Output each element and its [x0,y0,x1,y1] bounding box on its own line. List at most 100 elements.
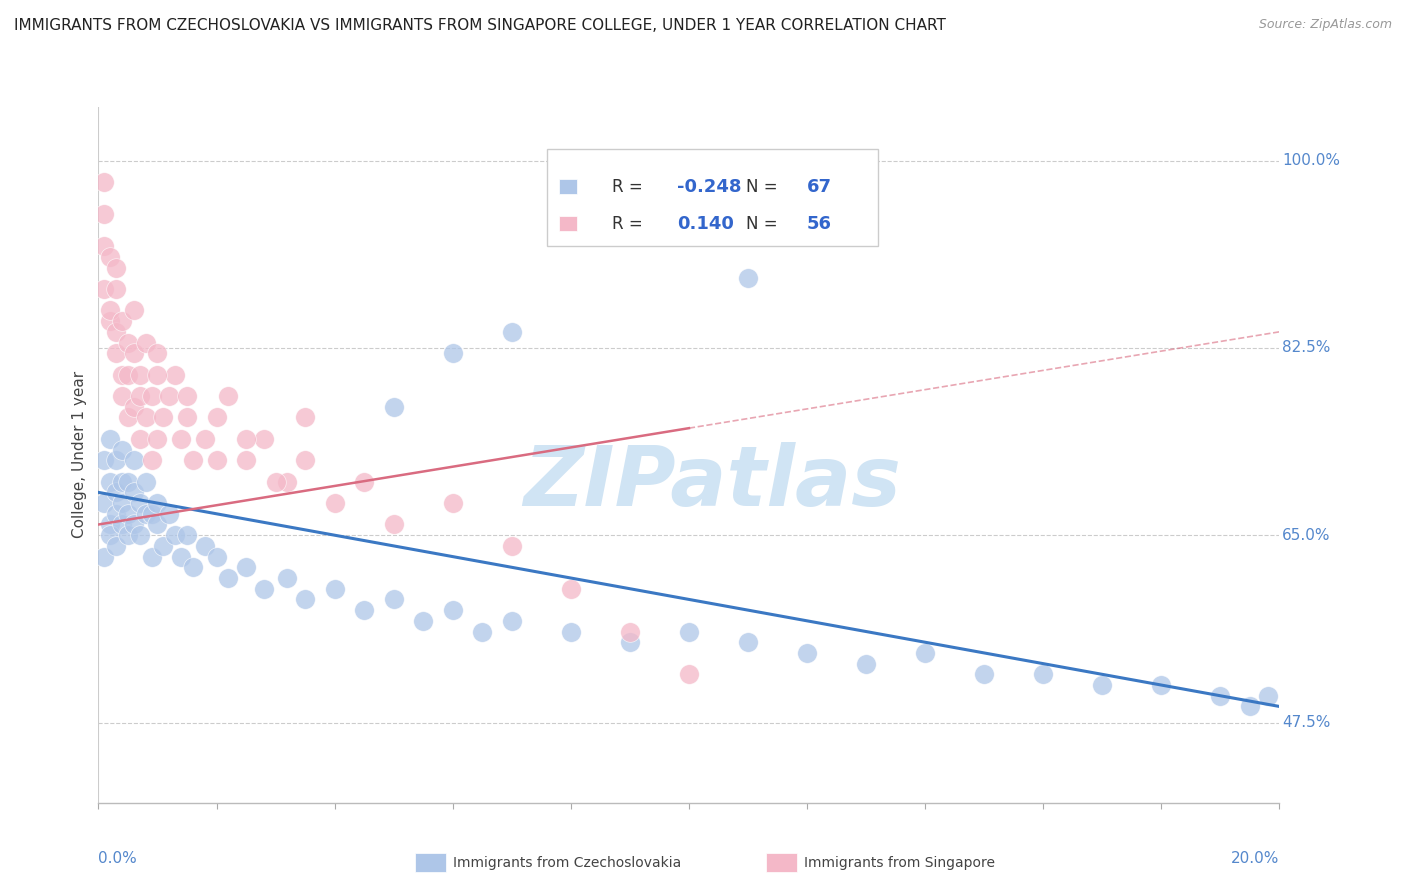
Text: IMMIGRANTS FROM CZECHOSLOVAKIA VS IMMIGRANTS FROM SINGAPORE COLLEGE, UNDER 1 YEA: IMMIGRANTS FROM CZECHOSLOVAKIA VS IMMIGR… [14,18,946,33]
Point [501,614,523,628]
Point [619,624,641,639]
Point [93,239,115,253]
Text: 0.140: 0.140 [678,215,734,233]
Text: Source: ZipAtlas.com: Source: ZipAtlas.com [1258,18,1392,31]
Point [128,432,150,446]
Point [973,667,995,681]
Point [1239,699,1261,714]
Point [441,496,464,510]
Text: 56: 56 [807,215,832,233]
Point [165,368,187,382]
Point [146,346,169,360]
Point [157,389,180,403]
Point [141,549,163,564]
Point [205,410,228,425]
Point [105,260,128,275]
Point [194,432,217,446]
Point [141,389,163,403]
Point [111,517,134,532]
Point [122,517,145,532]
Point [146,496,169,510]
Point [382,400,405,414]
Point [146,517,169,532]
Text: ZIPatlas: ZIPatlas [523,442,901,524]
Point [1032,667,1054,681]
Point [353,603,375,617]
Point [117,410,139,425]
Point [98,250,121,264]
Point [264,475,287,489]
Point [678,667,700,681]
Point [128,389,150,403]
Point [235,453,257,467]
Point [105,507,128,521]
Point [105,485,128,500]
Point [135,507,157,521]
Point [117,475,139,489]
Point [235,560,257,574]
Point [93,175,115,189]
Y-axis label: College, Under 1 year: College, Under 1 year [72,371,87,539]
Point [146,432,169,446]
Point [855,657,877,671]
Point [294,592,316,607]
Point [93,549,115,564]
Point [117,528,139,542]
Point [98,432,121,446]
Point [678,624,700,639]
Text: N =: N = [745,215,783,233]
Point [235,432,257,446]
Point [128,496,150,510]
Point [181,560,204,574]
Point [1257,689,1279,703]
Point [128,528,150,542]
Point [323,496,346,510]
Point [276,571,298,585]
Point [181,453,204,467]
Point [157,507,180,521]
Point [98,303,121,318]
Point [205,453,228,467]
Point [122,400,145,414]
Point [105,346,128,360]
Point [276,475,298,489]
Text: 100.0%: 100.0% [1282,153,1340,168]
Point [176,528,198,542]
Point [128,368,150,382]
Point [1091,678,1114,692]
Point [117,368,139,382]
Point [135,410,157,425]
Point [111,496,134,510]
Point [619,635,641,649]
Point [105,325,128,339]
Point [141,453,163,467]
Text: 67: 67 [807,178,832,196]
Point [111,442,134,457]
FancyBboxPatch shape [547,149,877,246]
Point [294,453,316,467]
Point [146,368,169,382]
Text: 82.5%: 82.5% [1282,341,1330,355]
Point [105,539,128,553]
Point [737,271,759,285]
Point [294,410,316,425]
Point [796,646,818,660]
Text: 20.0%: 20.0% [1232,851,1279,866]
Point [98,475,121,489]
Point [501,325,523,339]
Point [471,624,494,639]
Text: Immigrants from Singapore: Immigrants from Singapore [804,855,995,870]
Point [253,582,276,596]
Point [1209,689,1232,703]
Point [93,496,115,510]
Point [323,582,346,596]
Text: 0.0%: 0.0% [98,851,138,866]
Point [914,646,936,660]
Point [412,614,434,628]
Point [111,475,134,489]
Point [382,517,405,532]
Point [217,571,239,585]
Point [122,346,145,360]
Point [93,453,115,467]
Point [98,528,121,542]
